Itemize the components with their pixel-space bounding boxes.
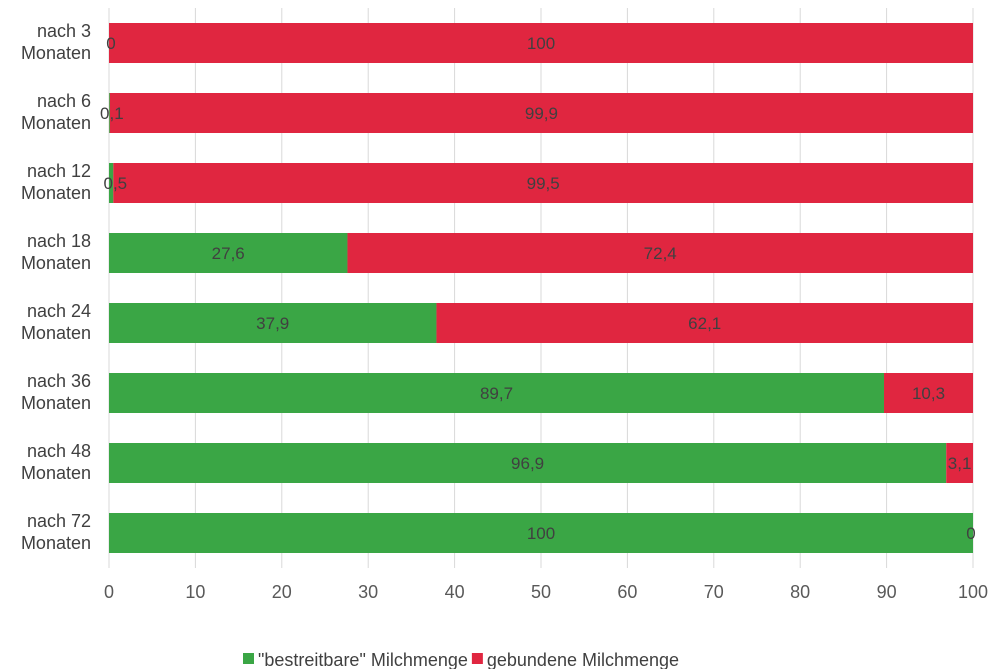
category-label: nach 3 Monaten [21,21,91,63]
data-label: 0 [966,524,975,543]
data-label: 96,9 [511,454,544,473]
data-label: 0 [106,34,115,53]
data-label: 37,9 [256,314,289,333]
data-label: 27,6 [212,244,245,263]
bar-segment [109,93,973,133]
legend-label: gebundene Milchmenge [487,650,679,669]
x-tick-label: 90 [877,582,897,602]
x-axis: 0 10 20 30 40 50 60 70 80 90 100 [104,582,988,602]
category-label: nach 12 Monaten [21,161,91,203]
x-tick-label: 0 [104,582,114,602]
bar-segment [436,303,973,343]
bars [109,23,973,553]
data-label: 99,9 [525,104,558,123]
bar-segment [347,233,973,273]
bar-segment [113,163,973,203]
x-tick-label: 50 [531,582,551,602]
bar-segment [109,23,973,63]
legend-label: "bestreitbare" Milchmenge [258,650,468,669]
x-tick-label: 100 [958,582,988,602]
bar-segment [946,443,973,483]
bar-segment [109,93,110,133]
x-tick-label: 80 [790,582,810,602]
bar-segment [109,373,885,413]
bar-segment [884,373,973,413]
category-label: nach 24 Monaten [21,301,91,343]
data-label: 0,1 [100,104,124,123]
x-tick-label: 40 [445,582,465,602]
data-label: 100 [527,524,555,543]
x-tick-label: 20 [272,582,292,602]
data-label: 0,5 [103,174,127,193]
bar-segment [109,163,114,203]
data-labels: 0 100 0,1 99,9 0,5 99,5 27,6 72,4 37,9 62,1 89,7 10… [100,34,976,543]
legend-swatch [471,653,483,664]
data-label: 10,3 [912,384,945,403]
legend-swatch [243,653,254,664]
data-label: 3,1 [948,454,972,473]
category-label: nach 36 Monaten [21,371,91,413]
bar-segment [109,513,973,553]
bar-segment [109,443,947,483]
data-label: 89,7 [480,384,513,403]
x-tick-label: 10 [185,582,205,602]
data-label: 72,4 [644,244,677,263]
x-tick-label: 60 [617,582,637,602]
bar-segment [109,303,437,343]
data-label: 99,5 [527,174,560,193]
category-labels: nach 3 Monaten nach 6 Monaten nach 12 Monaten… [21,21,91,553]
bar-segment [109,233,348,273]
legend: "bestreitbare" Milchmenge gebundene Milch… [243,650,679,669]
data-label: 100 [527,34,555,53]
x-tick-label: 70 [704,582,724,602]
category-label: nach 18 Monaten [21,231,91,273]
gridlines [108,8,974,568]
category-label: nach 72 Monaten [21,511,91,553]
x-tick-label: 30 [358,582,378,602]
category-label: nach 48 Monaten [21,441,91,483]
category-label: nach 6 Monaten [21,91,91,133]
data-label: 62,1 [688,314,721,333]
